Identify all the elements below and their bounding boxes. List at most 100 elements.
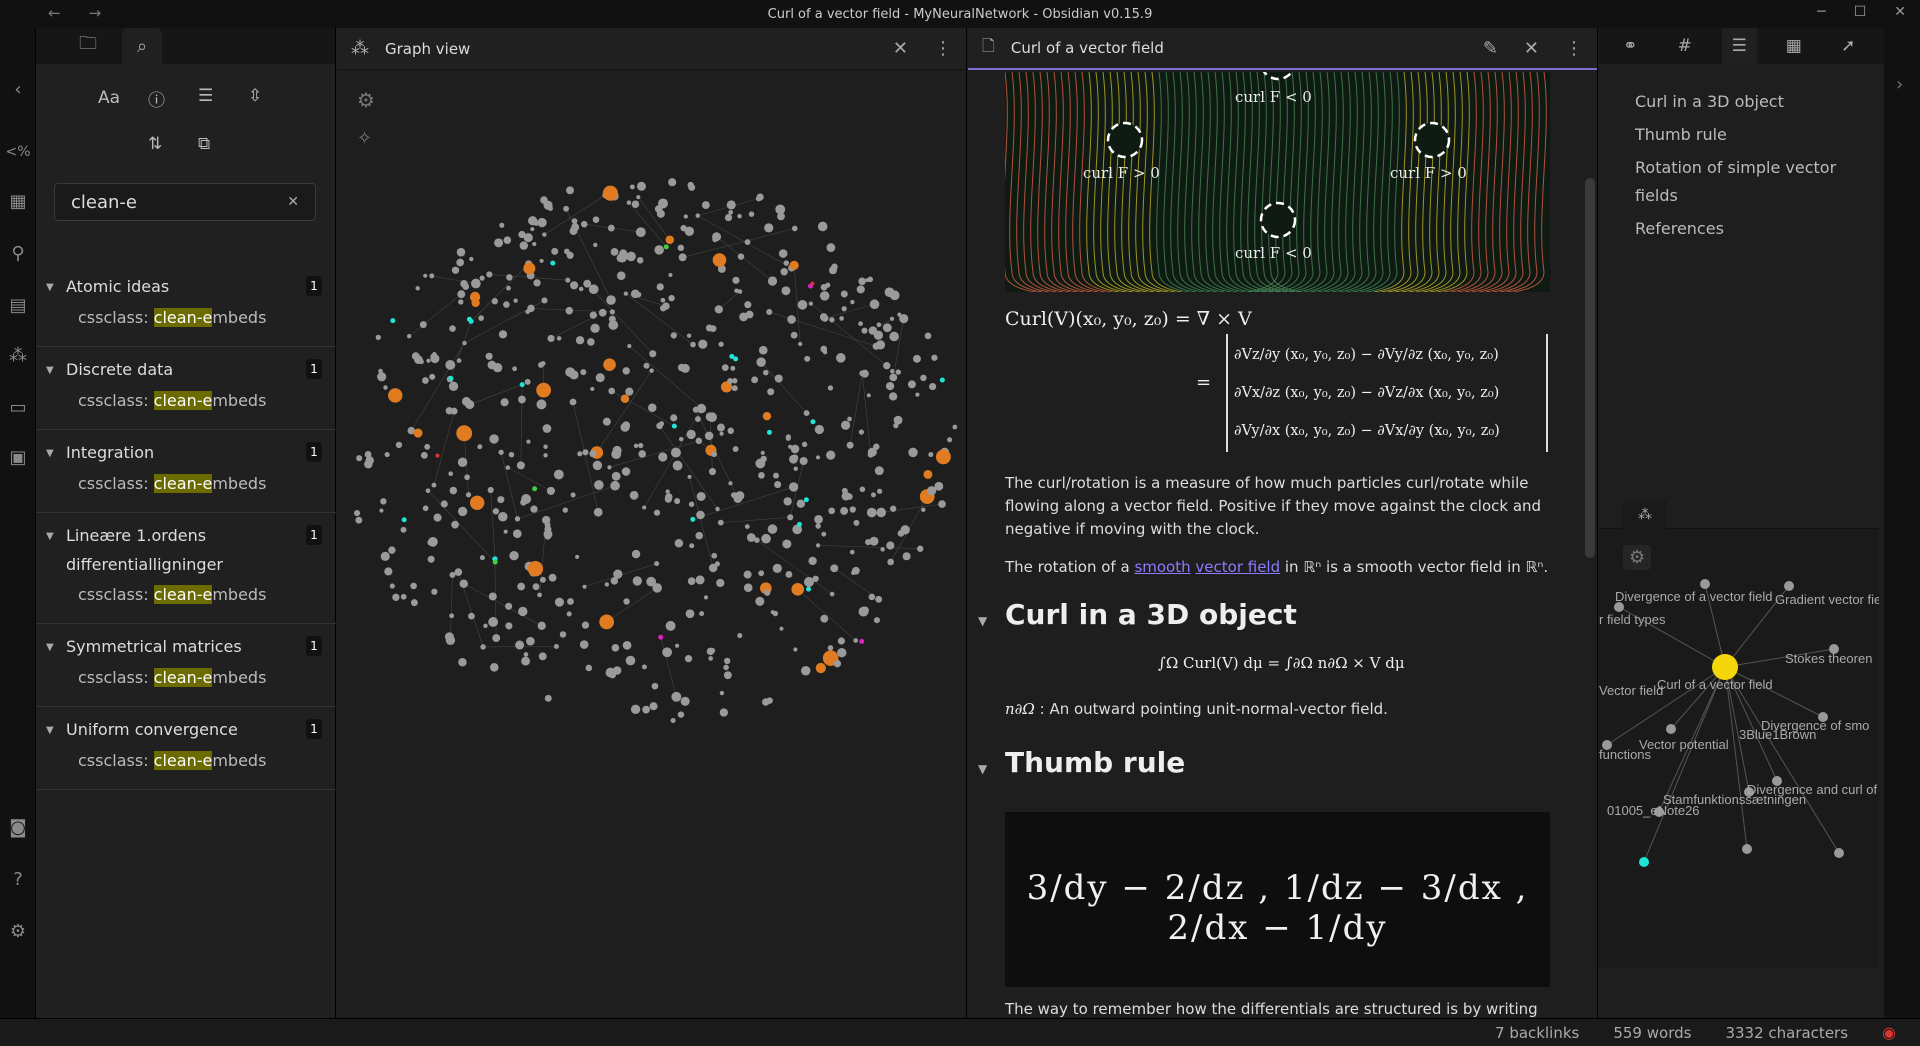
search-result[interactable]: ▼ Symmetrical matrices 1 cssclass: clean-e… bbox=[36, 624, 336, 707]
result-match-line[interactable]: cssclass: clean-embeds bbox=[36, 385, 336, 417]
graph-node bbox=[835, 353, 846, 363]
graph-node bbox=[723, 664, 729, 671]
result-file-title[interactable]: Symmetrical matrices bbox=[66, 637, 242, 656]
copy-results-icon[interactable]: ⧉ bbox=[198, 134, 211, 154]
result-match-line[interactable]: cssclass: clean-embeds bbox=[36, 468, 336, 500]
graph-settings-icon[interactable]: ⚙ bbox=[357, 88, 375, 112]
result-match-line[interactable]: cssclass: clean-embeds bbox=[36, 579, 336, 611]
graph-node bbox=[400, 593, 407, 600]
back-arrow-icon[interactable]: ← bbox=[48, 4, 61, 22]
cursor-tab[interactable]: ➚ bbox=[1831, 28, 1866, 64]
search-query[interactable]: clean-e bbox=[71, 191, 137, 213]
graph-node bbox=[649, 368, 654, 373]
handwritten-text: 3/dy − 2/dz , 1/dz − 3/dx , 2/dx − 1/dy bbox=[1026, 868, 1529, 948]
magic-wand-icon[interactable]: ✧ bbox=[357, 128, 373, 149]
search-input[interactable]: clean-e ✕ bbox=[54, 183, 316, 221]
graph-node bbox=[820, 614, 829, 623]
graph-edge bbox=[1658, 666, 1726, 813]
graph-icon[interactable]: ⁂ bbox=[9, 345, 27, 366]
result-match-line[interactable]: cssclass: clean-embeds bbox=[36, 745, 336, 777]
backlinks-tab[interactable]: ⚭ bbox=[1613, 28, 1648, 64]
collapse-triangle-icon[interactable]: ▼ bbox=[46, 448, 54, 459]
graph-canvas[interactable] bbox=[337, 72, 967, 1012]
vault-icon[interactable]: ◙ bbox=[9, 817, 27, 838]
link-vector-field[interactable]: vector field bbox=[1195, 558, 1281, 576]
plugins-icon[interactable]: ▣ bbox=[9, 447, 27, 468]
close-window-button[interactable]: ✕ bbox=[1894, 4, 1906, 20]
chevron-left-icon[interactable]: ‹ bbox=[14, 79, 22, 100]
search-result[interactable]: ▼ Discrete data 1 cssclass: clean-embeds bbox=[36, 347, 336, 430]
collapse-heading-icon[interactable]: ▼ bbox=[978, 762, 988, 776]
cards-icon[interactable]: ▭ bbox=[9, 397, 27, 418]
search-tab[interactable]: ⌕ bbox=[122, 28, 162, 64]
collapse-triangle-icon[interactable]: ▼ bbox=[46, 365, 54, 376]
graph-settings-icon[interactable]: ⚙ bbox=[1623, 545, 1652, 570]
graph-node bbox=[589, 311, 597, 319]
outline-item[interactable]: Curl in a 3D object bbox=[1635, 92, 1784, 111]
local-graph[interactable]: ⁂ ⚙ Divergence of a vector field Gradient… bbox=[1599, 501, 1879, 968]
graph-node bbox=[873, 330, 884, 340]
graph-node bbox=[778, 249, 788, 258]
outline-item[interactable]: Thumb rule bbox=[1635, 125, 1727, 144]
minimize-button[interactable]: ─ bbox=[1817, 4, 1826, 20]
more-options-icon[interactable]: ⋮ bbox=[1565, 37, 1583, 59]
maximize-button[interactable]: ☐ bbox=[1853, 4, 1867, 20]
edit-pencil-icon[interactable]: ✎ bbox=[1482, 37, 1498, 59]
backlinks-count[interactable]: 7 backlinks bbox=[1495, 1023, 1580, 1042]
graph-node bbox=[868, 593, 876, 601]
templater-icon[interactable]: <% bbox=[5, 144, 31, 160]
collapse-triangle-icon[interactable]: ▼ bbox=[46, 282, 54, 293]
sync-status-icon[interactable]: ◉ bbox=[1882, 1023, 1896, 1042]
graph-node bbox=[840, 420, 851, 430]
result-file-title[interactable]: Atomic ideas bbox=[66, 277, 170, 296]
sort-icon[interactable]: ⇅ bbox=[148, 134, 163, 154]
pin-icon[interactable]: ⚲ bbox=[11, 243, 25, 264]
outline-tab[interactable]: ☰ bbox=[1722, 28, 1757, 64]
outline-item[interactable]: Rotation of simple vector fields bbox=[1635, 158, 1837, 205]
result-match-line[interactable]: cssclass: clean-embeds bbox=[36, 662, 336, 694]
scrollbar[interactable] bbox=[1585, 178, 1595, 558]
forward-arrow-icon[interactable]: → bbox=[88, 4, 102, 22]
collapse-triangle-icon[interactable]: ▼ bbox=[46, 531, 54, 542]
collapse-heading-icon[interactable]: ▼ bbox=[978, 614, 988, 628]
settings-icon[interactable]: ⚙ bbox=[9, 921, 27, 942]
link-smooth[interactable]: smooth bbox=[1134, 558, 1191, 576]
result-file-title[interactable]: Lineære 1.ordens differentialligninger bbox=[66, 526, 223, 574]
collapse-triangle-icon[interactable]: ▼ bbox=[46, 725, 54, 736]
search-result[interactable]: ▼ Atomic ideas 1 cssclass: clean-embeds bbox=[36, 264, 336, 347]
streamline bbox=[1338, 72, 1372, 292]
graph-node bbox=[629, 184, 635, 190]
search-result[interactable]: ▼ Lineære 1.ordens differentialligninger 1… bbox=[36, 513, 336, 624]
list-icon[interactable]: ☰ bbox=[198, 86, 214, 106]
search-result[interactable]: ▼ Integration 1 cssclass: clean-embeds bbox=[36, 430, 336, 513]
chevron-right-icon[interactable]: › bbox=[1896, 74, 1904, 95]
graph-edge bbox=[1643, 666, 1726, 863]
clear-search-icon[interactable]: ✕ bbox=[287, 194, 299, 210]
file-explorer-tab[interactable]: 🗀 bbox=[68, 28, 108, 64]
table-icon[interactable]: ▦ bbox=[9, 191, 27, 212]
graph-node bbox=[553, 469, 564, 480]
graph-node bbox=[952, 424, 958, 430]
help-circle-icon[interactable]: ⓘ bbox=[148, 91, 165, 111]
tags-tab[interactable]: # bbox=[1668, 28, 1703, 64]
expand-icon[interactable]: ⇳ bbox=[248, 86, 263, 106]
table-tab[interactable]: ▦ bbox=[1777, 28, 1812, 64]
streamline bbox=[1037, 72, 1071, 292]
search-result[interactable]: ▼ Uniform convergence 1 cssclass: clean-em… bbox=[36, 707, 336, 790]
close-pane-icon[interactable]: ✕ bbox=[892, 38, 908, 59]
help-icon[interactable]: ? bbox=[13, 869, 23, 890]
collapse-triangle-icon[interactable]: ▼ bbox=[46, 642, 54, 653]
graph-node bbox=[806, 586, 812, 592]
result-file-title[interactable]: Uniform convergence bbox=[66, 720, 238, 739]
result-match-line[interactable]: cssclass: clean-embeds bbox=[36, 302, 336, 334]
outline-item[interactable]: References bbox=[1635, 219, 1724, 238]
match-case-button[interactable]: Aa bbox=[98, 88, 121, 108]
close-pane-icon[interactable]: ✕ bbox=[1523, 37, 1539, 59]
more-options-icon[interactable]: ⋮ bbox=[934, 38, 952, 59]
document-icon[interactable]: ▤ bbox=[9, 295, 27, 316]
result-file-title[interactable]: Discrete data bbox=[66, 360, 174, 379]
local-graph-tab[interactable]: ⁂ bbox=[1623, 501, 1667, 529]
result-file-title[interactable]: Integration bbox=[66, 443, 155, 462]
graph-node bbox=[567, 598, 574, 605]
note-content[interactable]: curl F < 0 curl F > 0 curl F > 0 curl F … bbox=[968, 72, 1583, 1018]
